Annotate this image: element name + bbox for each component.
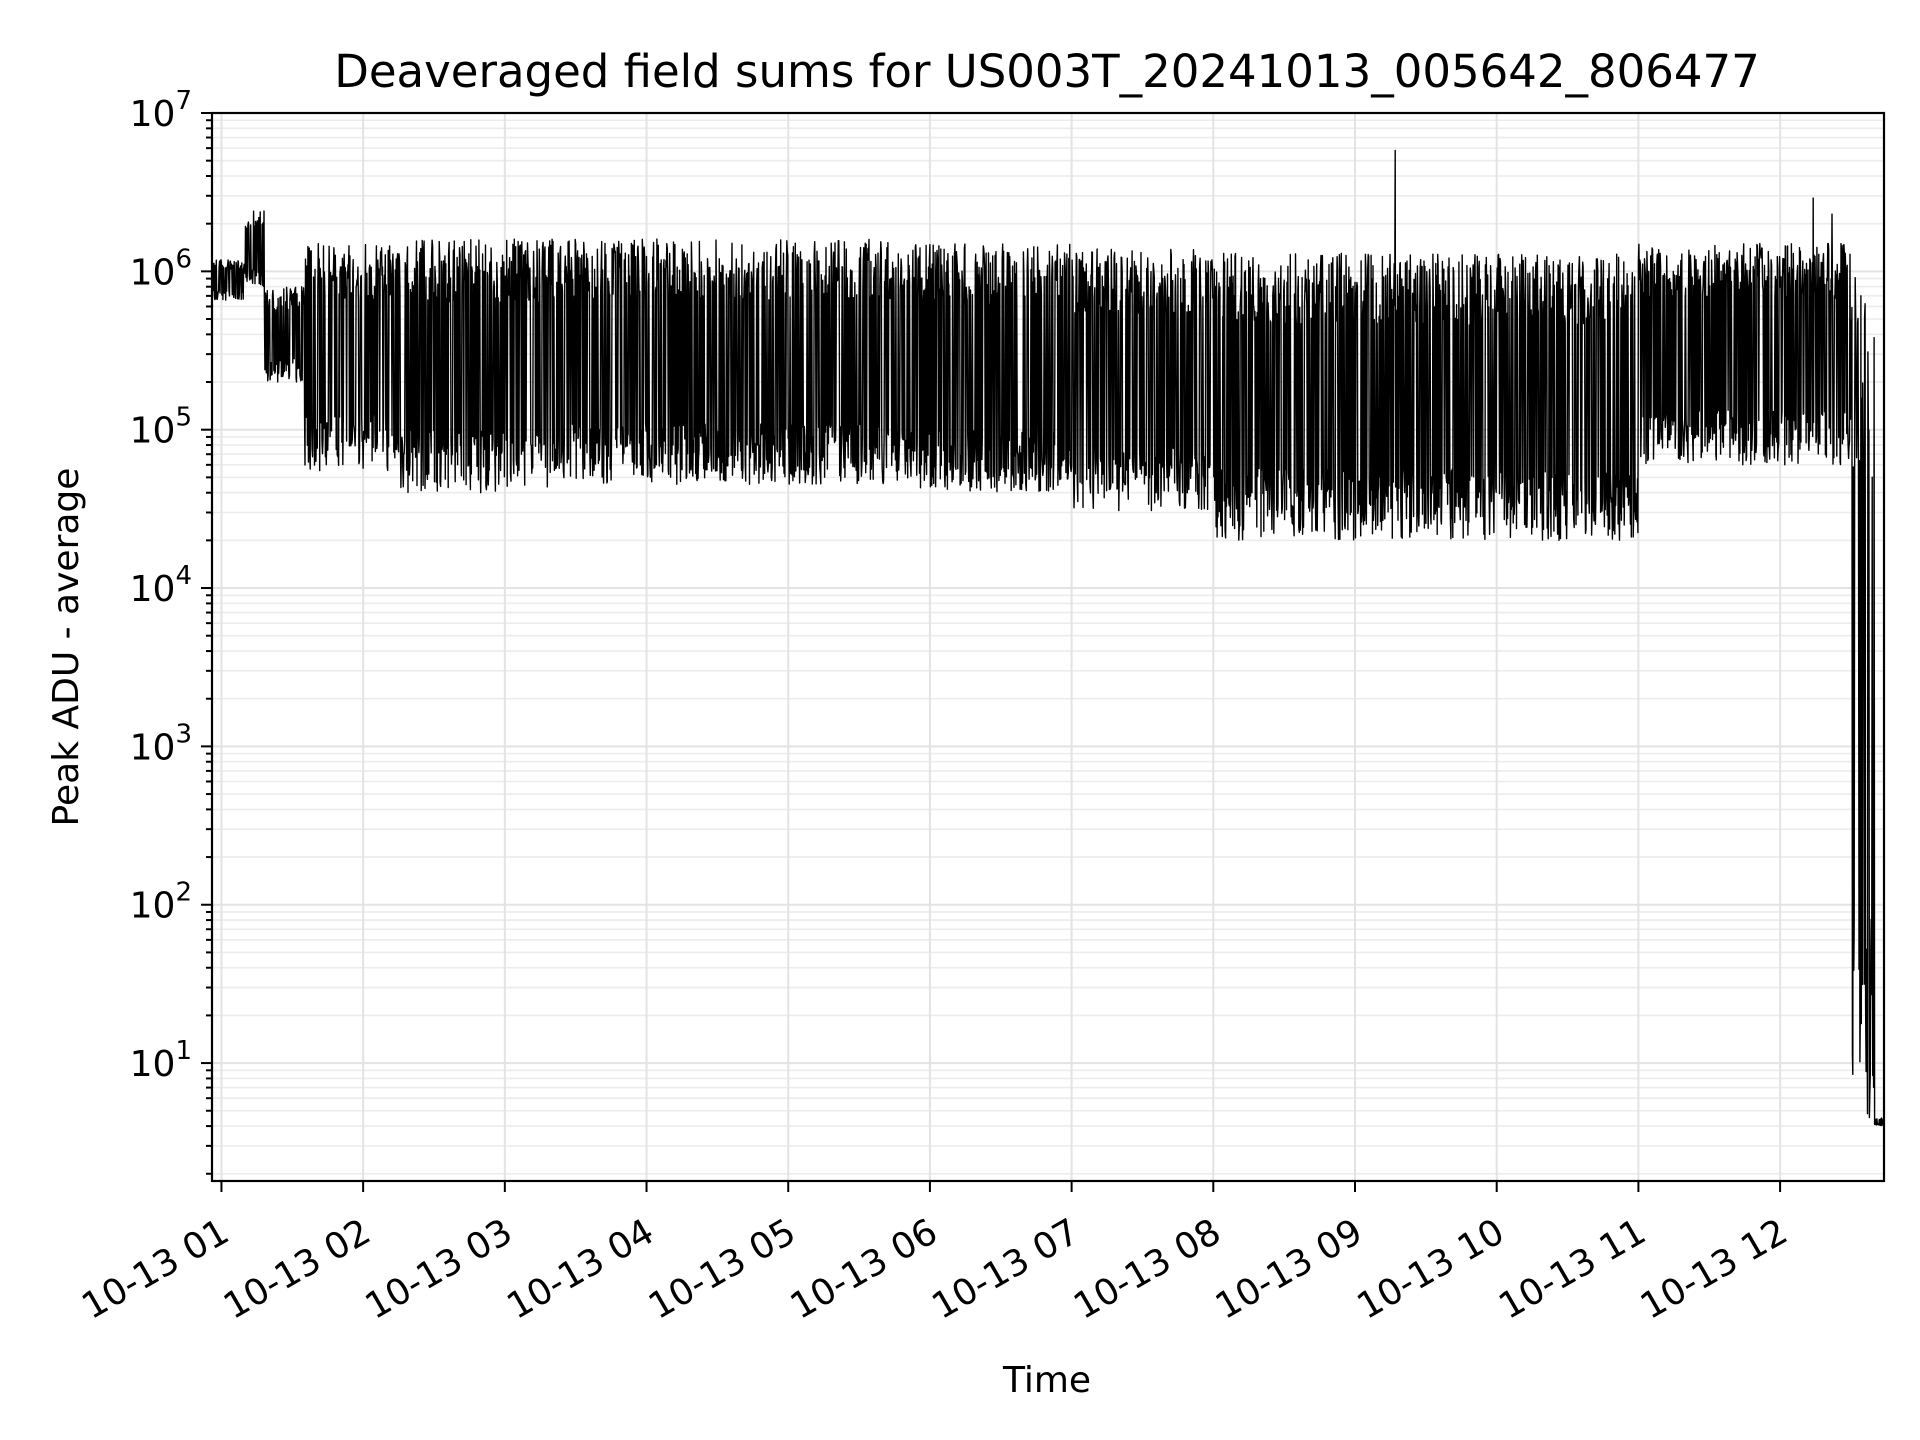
y-tick-label: 105 [130,403,192,452]
series-line-0 [211,149,1885,1127]
y-tick-label: 107 [130,86,192,135]
y-tick-label: 106 [130,244,192,293]
x-tick-label: 10-13 11 [1492,1211,1653,1327]
y-tick-label: 102 [130,878,192,927]
x-tick-label: 10-13 07 [925,1211,1086,1327]
chart-title: Deaveraged field sums for US003T_2024101… [334,45,1760,98]
x-tick-label: 10-13 10 [1351,1211,1512,1327]
x-tick-label: 10-13 12 [1634,1211,1795,1327]
x-tick-label: 10-13 04 [500,1211,661,1327]
x-tick-label: 10-13 02 [217,1211,378,1327]
y-tick-label: 103 [130,719,192,768]
series-layer [211,149,1885,1127]
y-tick-label: 104 [130,561,192,610]
x-tick-label: 10-13 08 [1067,1211,1228,1327]
y-axis-label: Peak ADU - average [46,468,87,827]
x-axis-label: Time [1002,1360,1091,1401]
x-tick-label: 10-13 09 [1209,1211,1370,1327]
x-tick-label: 10-13 05 [642,1211,803,1327]
x-tick-label: 10-13 01 [75,1211,236,1327]
plot-frame [210,111,1886,1183]
y-axis: 101 102 103 104 105 106 107 [130,86,212,1175]
y-tick-label: 101 [130,1036,192,1085]
x-tick-label: 10-13 06 [784,1211,945,1327]
x-tick-label: 10-13 03 [359,1211,520,1327]
